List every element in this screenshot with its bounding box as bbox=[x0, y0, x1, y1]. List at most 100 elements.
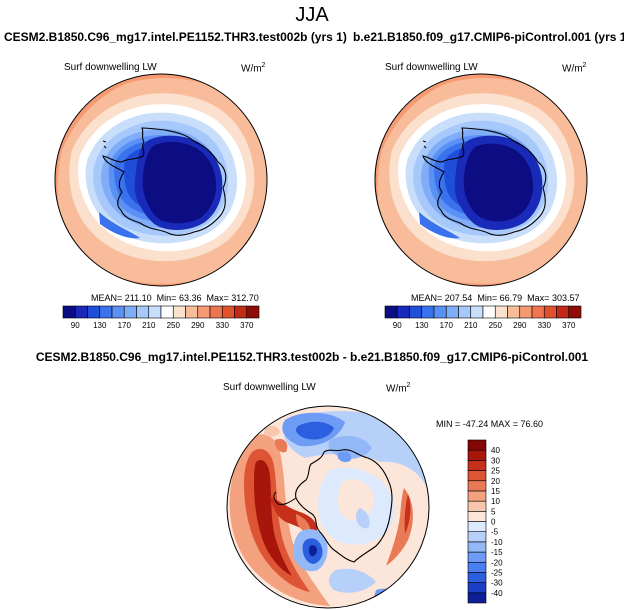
panel-2-colorbar-swatch bbox=[531, 305, 545, 319]
panel-1-colorbar-swatch bbox=[185, 305, 199, 319]
panel-1-colorbar-tick-label: 210 bbox=[142, 321, 156, 330]
page-title: JJA bbox=[295, 4, 329, 26]
panel-2-colorbar-tick-label: 170 bbox=[440, 321, 454, 330]
panel-2-units: W/m2 bbox=[562, 62, 587, 75]
panel-1-colorbar-tick-label: 170 bbox=[118, 321, 132, 330]
panel-2-colorbar-swatch bbox=[458, 305, 472, 319]
panel-1-colorbar-swatch bbox=[74, 305, 88, 319]
panel-2-colorbar-tick-label: 250 bbox=[489, 321, 503, 330]
panel-1-colorbar-swatch bbox=[87, 305, 101, 319]
difference-colorbar-tick-label: 30 bbox=[491, 456, 500, 465]
difference-colorbar-swatch bbox=[467, 490, 487, 502]
panel-2-stats: MEAN= 207.54 Min= 66.79 Max= 303.57 bbox=[411, 293, 580, 303]
panel-1-colorbar-tick-label: 330 bbox=[216, 321, 230, 330]
panel-2-colorbar-swatch bbox=[470, 305, 484, 319]
panel-1-colorbar-swatch bbox=[172, 305, 186, 319]
difference-colorbar-tick-label: -25 bbox=[491, 568, 503, 577]
panel-2-colorbar-swatch bbox=[494, 305, 508, 319]
panel-2-colorbar-swatch bbox=[396, 305, 410, 319]
panel-1-colorbar-swatch bbox=[209, 305, 223, 319]
difference-colorbar-tick-label: -40 bbox=[491, 589, 503, 598]
panel-2-colorbar-swatch bbox=[433, 305, 447, 319]
panel-1-case-title: CESM2.B1850.C96_mg17.intel.PE1152.THR3.t… bbox=[4, 30, 347, 44]
difference-colorbar-swatch bbox=[467, 439, 487, 451]
panel-1-colorbar-swatch bbox=[111, 305, 125, 319]
panel-1-variable-label: Surf downwelling LW bbox=[64, 62, 157, 73]
panel-2-colorbar-swatch bbox=[421, 305, 435, 319]
panel-1-colorbar: 90 130 170 210 250 290 330 370 bbox=[62, 305, 260, 330]
difference-colorbar-tick-label: -10 bbox=[491, 538, 503, 547]
difference-colorbar-tick-label: -20 bbox=[491, 558, 503, 567]
panel-2-colorbar-tick-label: 210 bbox=[464, 321, 478, 330]
difference-colorbar-swatch bbox=[467, 541, 487, 553]
panel-1-colorbar-tick-label: 250 bbox=[167, 321, 181, 330]
panel-2-colorbar-swatch bbox=[507, 305, 521, 319]
difference-colorbar-tick-label: -30 bbox=[491, 579, 503, 588]
difference-colorbar-swatch bbox=[467, 500, 487, 512]
panel-2-colorbar-swatch bbox=[482, 305, 496, 319]
panel-2-colorbar-swatch bbox=[556, 305, 570, 319]
difference-units: W/m2 bbox=[386, 382, 411, 395]
difference-colorbar-swatch bbox=[467, 521, 487, 532]
difference-colorbar-tick-label: 5 bbox=[491, 507, 496, 516]
difference-colorbar-swatch bbox=[467, 561, 487, 573]
panel-1-colorbar-swatch bbox=[234, 305, 248, 319]
panel-2-colorbar-tick-label: 130 bbox=[415, 321, 429, 330]
difference-colorbar-swatch bbox=[467, 572, 487, 583]
difference-colorbar-tick-label: 20 bbox=[491, 477, 500, 486]
difference-colorbar-swatch bbox=[467, 551, 487, 563]
panel-2-case-title: b.e21.B1850.f09_g17.CMIP6-piControl.001 … bbox=[353, 30, 624, 44]
difference-colorbar-swatch bbox=[467, 470, 487, 482]
panel-1-colorbar-swatch bbox=[99, 305, 113, 319]
panel-1-units: W/m2 bbox=[241, 62, 266, 75]
panel-2-map bbox=[375, 74, 587, 286]
difference-colorbar-tick-label: 0 bbox=[491, 518, 496, 527]
panel-1-colorbar-tick-label: 290 bbox=[191, 321, 205, 330]
difference-map-border bbox=[226, 405, 430, 609]
panel-1-stats: MEAN= 211.10 Min= 63.36 Max= 312.70 bbox=[91, 293, 259, 303]
panel-1-colorbar-swatch bbox=[246, 305, 260, 319]
panel-2-colorbar-swatch bbox=[543, 305, 557, 319]
difference-colorbar-swatch bbox=[467, 449, 487, 461]
panel-2-colorbar-swatch bbox=[568, 305, 582, 319]
panel-1-map-border bbox=[54, 73, 268, 287]
panel-1-colorbar-swatch bbox=[123, 305, 137, 319]
difference-colorbar-tick-label: 25 bbox=[491, 467, 500, 476]
panel-1-colorbar-swatch bbox=[160, 305, 174, 319]
panel-1-colorbar-tick-label: 130 bbox=[93, 321, 107, 330]
difference-colorbar-swatch bbox=[467, 480, 487, 492]
panel-2-colorbar-tick-label: 290 bbox=[513, 321, 527, 330]
panel-1-colorbar-swatch bbox=[148, 305, 162, 319]
difference-colorbar-tick-label: 10 bbox=[491, 497, 500, 506]
panel-1-colorbar-tick-label: 370 bbox=[240, 321, 254, 330]
panel-2-colorbar-swatch bbox=[519, 305, 533, 319]
difference-colorbar-tick-label: 40 bbox=[491, 446, 500, 455]
panel-2-colorbar-tick-label: 90 bbox=[393, 321, 402, 330]
difference-colorbar-tick-label: -5 bbox=[491, 528, 499, 537]
difference-colorbar-swatch bbox=[467, 592, 487, 604]
difference-colorbar-swatch bbox=[467, 511, 487, 522]
panel-1-colorbar-tick-label: 90 bbox=[71, 321, 80, 330]
panel-2-colorbar: 90 130 170 210 250 290 330 370 bbox=[384, 305, 582, 330]
difference-variable-label: Surf downwelling LW bbox=[223, 382, 316, 393]
panel-2-colorbar-swatch bbox=[445, 305, 459, 319]
panel-1-colorbar-swatch bbox=[221, 305, 235, 319]
difference-map bbox=[227, 406, 429, 608]
difference-colorbar-swatch bbox=[467, 460, 487, 471]
difference-colorbar-swatch bbox=[467, 582, 487, 594]
difference-stats: MIN = -47.24 MAX = 76.60 bbox=[436, 419, 544, 429]
panel-1-map bbox=[55, 74, 267, 286]
panel-1-colorbar-swatch bbox=[136, 305, 150, 319]
difference-colorbar-swatch bbox=[467, 531, 487, 543]
panel-2-colorbar-tick-label: 330 bbox=[538, 321, 552, 330]
panel-1-colorbar-swatch bbox=[62, 305, 76, 319]
panel-2-colorbar-tick-label: 370 bbox=[562, 321, 576, 330]
panel-1-colorbar-swatch bbox=[197, 305, 211, 319]
panel-2-colorbar-swatch bbox=[409, 305, 423, 319]
difference-title: CESM2.B1850.C96_mg17.intel.PE1152.THR3.t… bbox=[35, 350, 589, 364]
difference-colorbar-tick-label: 15 bbox=[491, 487, 500, 496]
panel-2-colorbar-swatch bbox=[384, 305, 398, 319]
panel-2-map-border bbox=[374, 73, 588, 287]
